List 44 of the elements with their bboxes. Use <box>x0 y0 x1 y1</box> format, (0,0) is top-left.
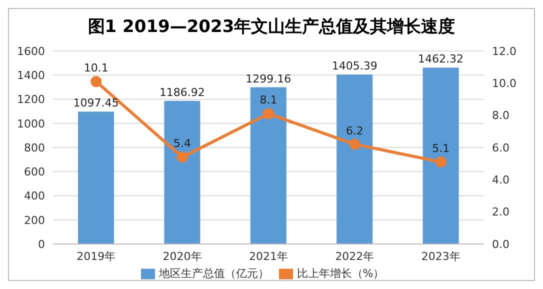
y-tick-label: 600 <box>24 166 45 179</box>
y-tick-label: 0 <box>38 238 45 251</box>
legend-label: 比上年增长（%） <box>296 267 384 280</box>
data-label: 1097.45 <box>73 96 119 110</box>
y-tick-label: 1400 <box>17 69 45 82</box>
y2-tick-label: 8.0 <box>492 109 510 122</box>
y-tick-label: 800 <box>24 141 45 154</box>
x-tick-label: 2022年 <box>335 250 374 263</box>
bar <box>78 112 114 244</box>
data-label: 8.1 <box>260 94 278 107</box>
x-tick-label: 2021年 <box>249 250 288 263</box>
x-tick-label: 2023年 <box>421 250 460 263</box>
point <box>176 152 188 163</box>
point <box>90 76 102 88</box>
data-label: 5.4 <box>174 137 192 150</box>
chart-title: 图1 2019—2023年文山生产总值及其增长速度 <box>86 16 456 39</box>
y2-tick-label: 6.0 <box>492 141 510 154</box>
data-label: 1186.92 <box>159 86 205 99</box>
y2-tick-label: 10.0 <box>492 77 516 90</box>
point <box>263 108 274 120</box>
point <box>349 138 360 150</box>
y-tick-label: 1600 <box>17 44 45 58</box>
y2-tick-label: 0.0 <box>492 238 510 251</box>
data-label: 1299.16 <box>246 72 292 86</box>
y-tick-label: 1200 <box>17 93 45 106</box>
x-tick-label: 2020年 <box>162 250 202 263</box>
y2-tick-label: 2.0 <box>492 206 510 219</box>
point <box>435 156 446 168</box>
legend-label: 地区生产总值（亿元） <box>158 267 269 280</box>
bar <box>336 74 373 244</box>
data-label: 1405.39 <box>332 59 378 72</box>
data-label: 6.2 <box>346 124 364 138</box>
y2-tick-label: 4.0 <box>492 174 510 187</box>
bar <box>422 68 459 244</box>
y-tick-label: 1000 <box>17 117 45 130</box>
data-label: 5.1 <box>432 142 450 155</box>
y-tick-label: 400 <box>24 190 45 203</box>
y2-tick-label: 12.0 <box>492 44 516 58</box>
data-label: 10.1 <box>84 62 108 75</box>
y-tick-label: 200 <box>24 214 45 227</box>
bar <box>164 100 200 244</box>
x-tick-label: 2019年 <box>76 250 116 263</box>
bar <box>250 87 286 244</box>
data-label: 1462.32 <box>418 52 464 66</box>
